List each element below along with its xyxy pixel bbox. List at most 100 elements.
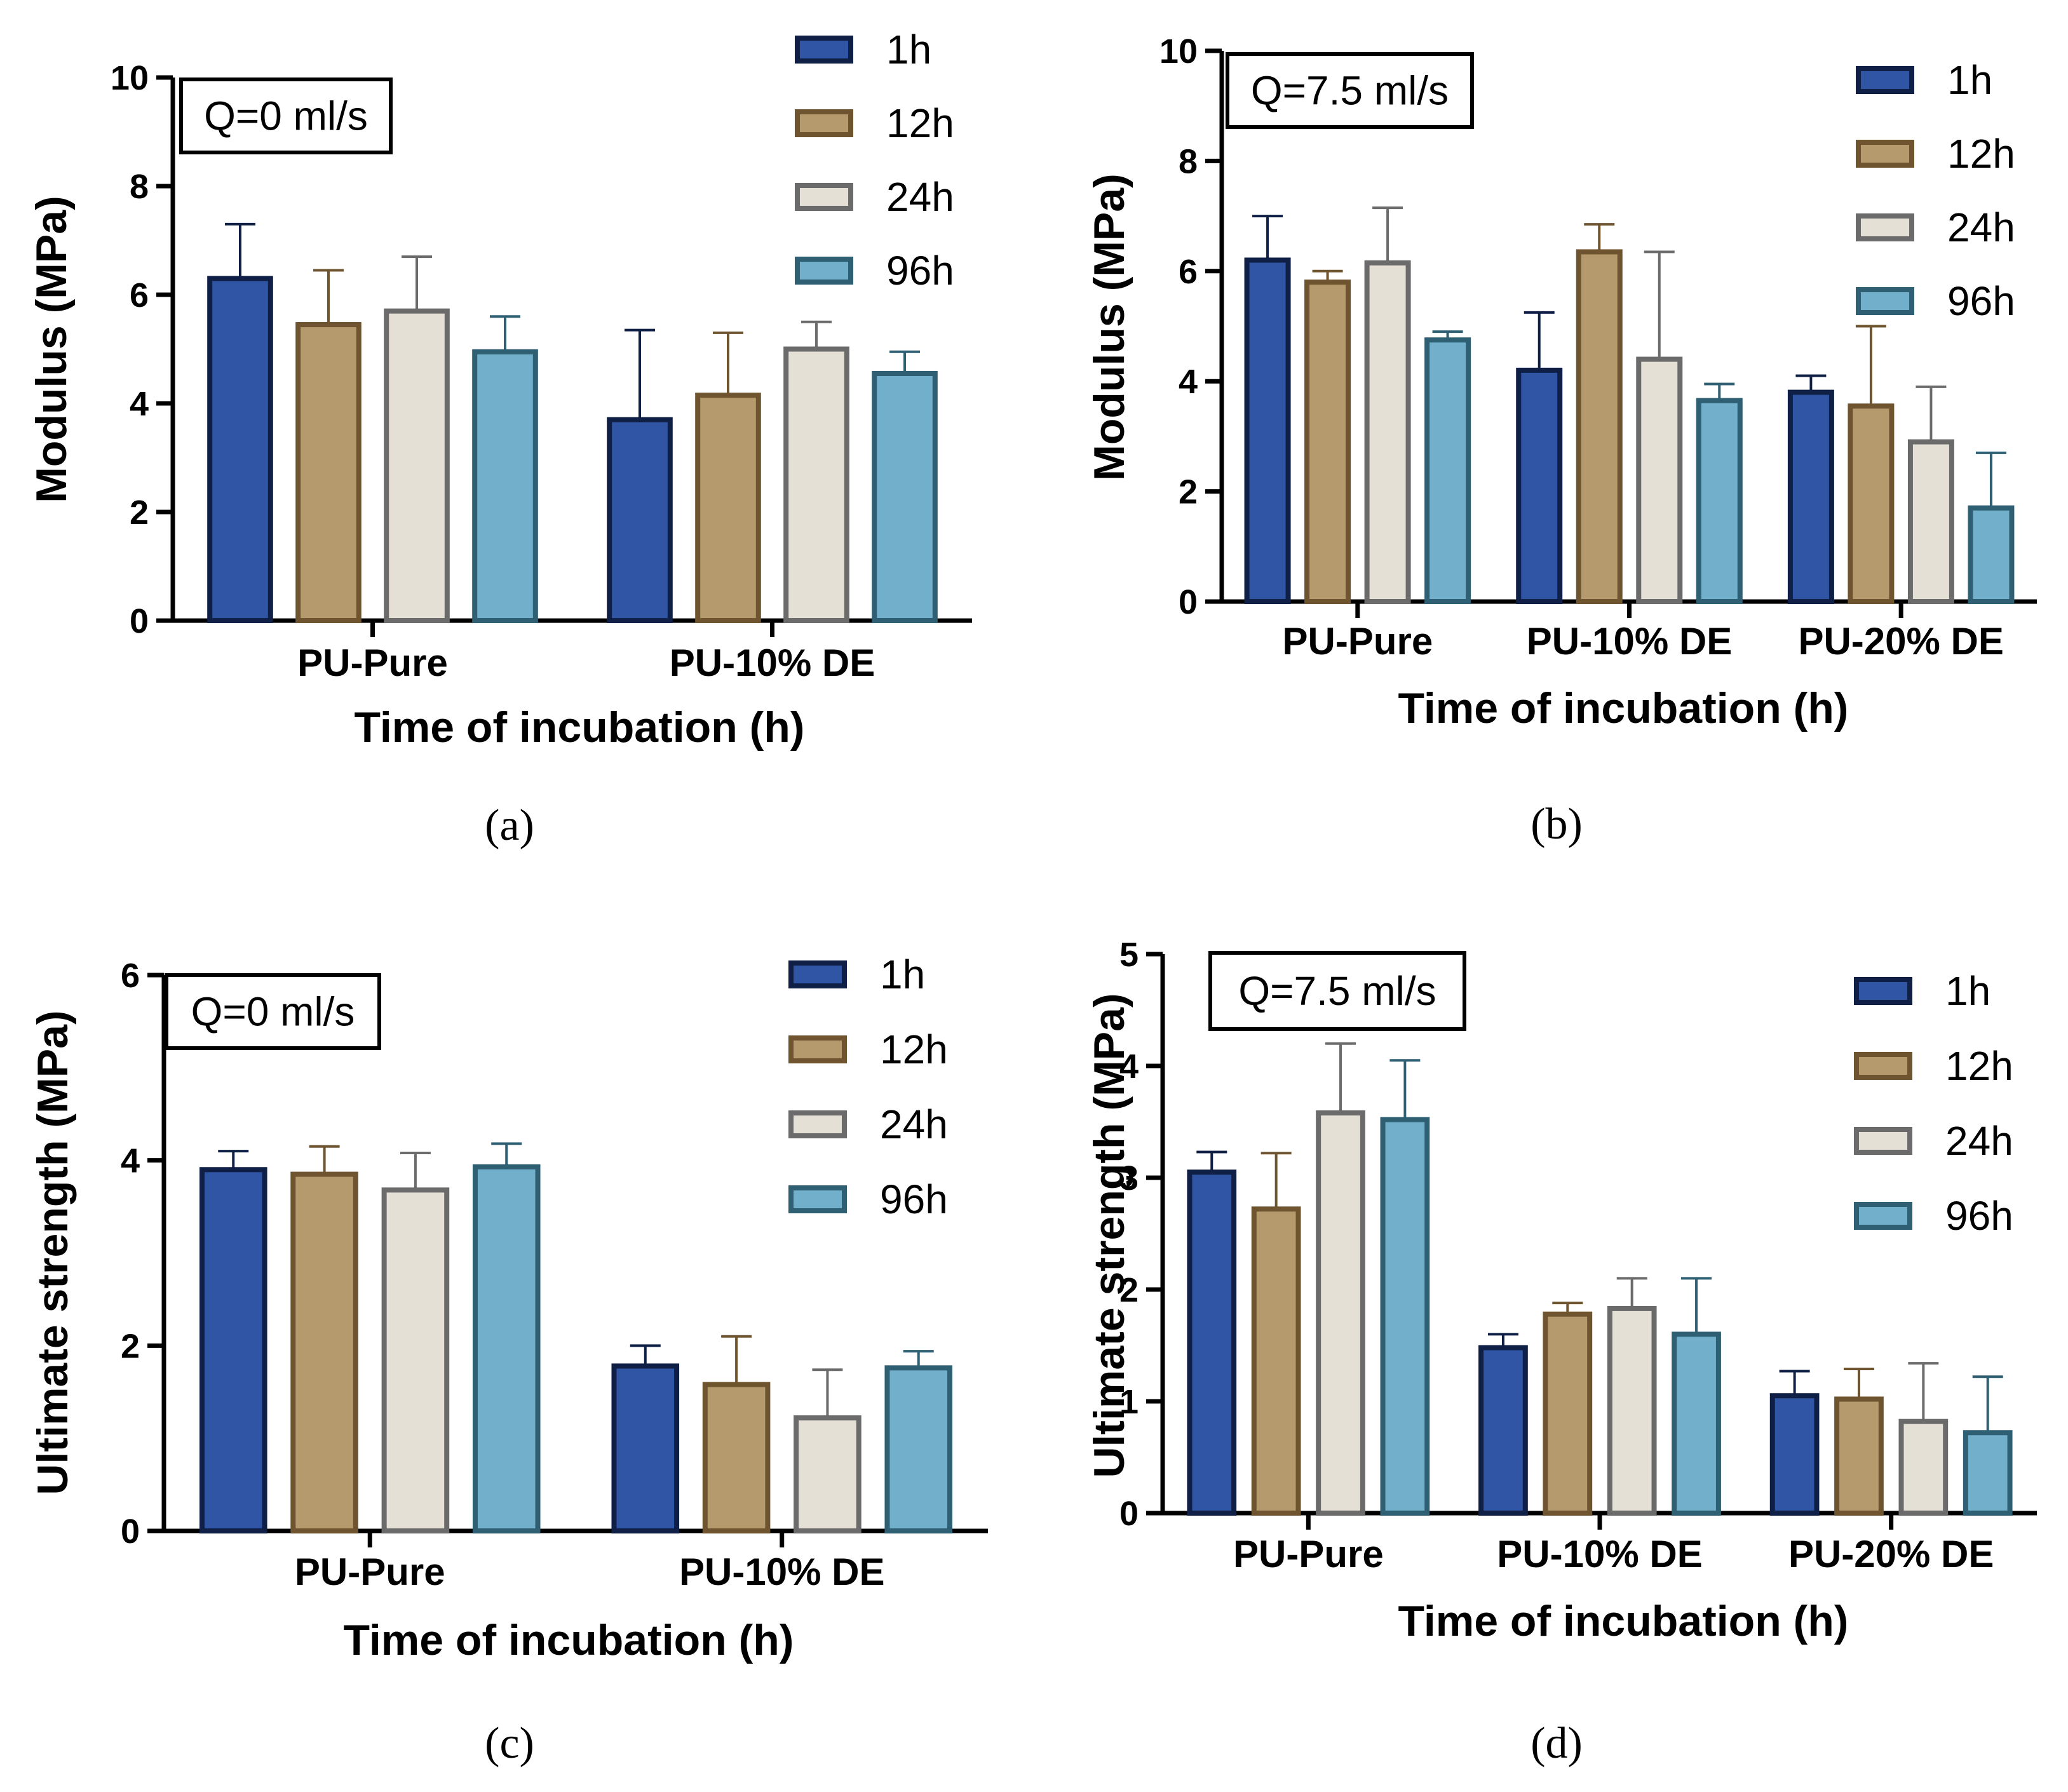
y-tick-label: 2 — [121, 1327, 140, 1365]
annotation-label: Q=0 ml/s — [204, 93, 368, 139]
bar — [1380, 1117, 1430, 1516]
bar — [695, 393, 761, 623]
panel-label: (a) — [485, 801, 534, 850]
panel-b: 0 2 4 6 8 10 PU-Pure PU-10% DE PU-20% DE Modulus … — [1085, 32, 2037, 849]
y-tick-label: 0 — [130, 602, 149, 640]
y-tick-label: 4 — [1119, 1048, 1139, 1086]
panel-c: 0 2 4 6 PU-Pure PU-10% DE Ultimate strength (M… — [29, 952, 988, 1768]
bar — [1187, 1169, 1237, 1516]
panel-label: (d) — [1531, 1719, 1583, 1768]
bar — [1672, 1331, 1721, 1516]
bar — [1898, 1418, 1949, 1516]
legend-label: 24h — [1947, 205, 2015, 250]
bar — [1963, 1430, 2013, 1516]
category-label: PU-10% DE — [670, 642, 875, 684]
category-label: PU-20% DE — [1798, 620, 2003, 663]
category-label: PU-Pure — [1233, 1533, 1384, 1575]
y-tick-label: 1 — [1119, 1383, 1139, 1421]
bar — [1769, 1393, 1820, 1516]
y-tick-label: 2 — [130, 494, 149, 532]
x-axis-title: Time of incubation (h) — [344, 1616, 794, 1664]
y-axis-title: Modulus (MPa) — [1085, 173, 1133, 481]
bar — [199, 1167, 267, 1533]
y-tick-label: 6 — [130, 276, 149, 314]
category-label: PU-10% DE — [1497, 1533, 1702, 1575]
x-axis-title: Time of incubation (h) — [1398, 684, 1849, 732]
annotation-box — [1208, 951, 1466, 1031]
legend-swatch — [795, 36, 853, 64]
panel-a: 0 2 4 6 8 10 PU-Pure PU-10% DE Modulus (MPa) Time… — [27, 27, 972, 850]
bar — [1576, 249, 1623, 604]
y-tick-label: 4 — [1179, 363, 1198, 401]
bar — [290, 1171, 358, 1533]
y-tick-label: 6 — [121, 957, 140, 995]
legend-swatch — [1854, 1127, 1912, 1155]
bar — [1636, 356, 1683, 605]
bar — [872, 370, 938, 623]
bar — [702, 1382, 771, 1533]
y-tick-label: 10 — [1159, 32, 1198, 71]
legend-label: 1h — [1945, 968, 1990, 1014]
y-axis-title: Ultimate strength (MPa) — [29, 1010, 77, 1495]
bar — [207, 276, 273, 624]
annotation-label: Q=0 ml/s — [191, 989, 355, 1035]
legend-label: 1h — [886, 27, 931, 72]
bar — [1478, 1345, 1528, 1516]
legend-swatch — [788, 1185, 847, 1213]
bar — [1968, 505, 2015, 604]
x-axis-title: Time of incubation (h) — [355, 703, 805, 751]
category-label: PU-10% DE — [1527, 620, 1732, 663]
bar — [1516, 367, 1563, 604]
bar — [1834, 1396, 1884, 1516]
legend-label: 96h — [1947, 278, 2015, 324]
legend-label: 24h — [1945, 1118, 2013, 1164]
y-tick-label: 4 — [121, 1142, 140, 1180]
bar — [1848, 403, 1895, 605]
bar — [1251, 1206, 1301, 1516]
y-axis-title: Ultimate strength (MPa) — [1085, 993, 1133, 1478]
bar — [381, 1187, 450, 1534]
legend-swatch — [795, 257, 853, 285]
bar — [794, 1415, 862, 1533]
legend-label: 12h — [880, 1027, 948, 1072]
x-axis-title: Time of incubation (h) — [1398, 1597, 1849, 1645]
bar — [1696, 398, 1743, 604]
panel-label: (b) — [1531, 800, 1583, 849]
annotation-label: Q=7.5 ml/s — [1251, 68, 1449, 114]
y-tick-label: 0 — [121, 1512, 140, 1551]
legend-swatch — [795, 109, 853, 137]
y-tick-label: 4 — [130, 385, 149, 423]
bar — [1424, 337, 1471, 604]
y-tick-label: 2 — [1179, 473, 1198, 511]
category-label: PU-Pure — [297, 642, 448, 684]
y-tick-label: 6 — [1179, 253, 1198, 291]
legend-label: 24h — [880, 1101, 948, 1147]
legend-swatch — [795, 183, 853, 211]
legend-swatch — [1854, 1052, 1912, 1080]
legend-swatch — [1854, 977, 1912, 1005]
panel-d: 0 1 2 3 4 5 PU-Pure PU-10% DE PU-20% DE Ultimate … — [1085, 936, 2037, 1768]
y-tick-label: 3 — [1119, 1159, 1139, 1197]
legend-swatch — [1856, 66, 1914, 94]
bar — [783, 346, 849, 623]
annotation-box — [179, 77, 393, 154]
bar — [1543, 1311, 1593, 1516]
legend-label: 1h — [880, 952, 925, 997]
bar — [384, 308, 450, 623]
category-label: PU-Pure — [1282, 620, 1433, 663]
bar — [295, 322, 362, 623]
bar — [1907, 439, 1954, 604]
legend-label: 96h — [880, 1176, 948, 1222]
bar — [1364, 260, 1411, 605]
y-tick-label: 8 — [1179, 142, 1198, 180]
category-label: PU-Pure — [295, 1551, 445, 1593]
bar — [1607, 1305, 1657, 1516]
legend-label: 12h — [1947, 131, 2015, 177]
y-tick-label: 5 — [1119, 936, 1139, 974]
panel-label: (c) — [485, 1719, 534, 1768]
category-label: PU-20% DE — [1788, 1533, 1994, 1575]
legend-label: 1h — [1947, 57, 1992, 103]
bar — [607, 417, 673, 624]
legend-swatch — [1856, 213, 1914, 241]
